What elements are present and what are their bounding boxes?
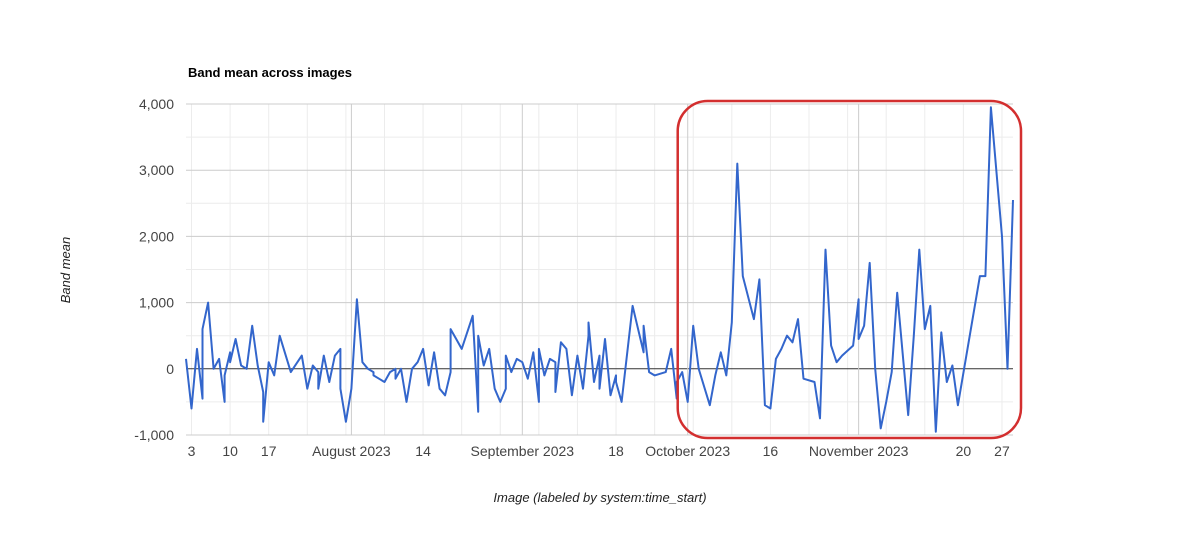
y-tick-label: 0: [166, 361, 174, 377]
x-tick-label: October 2023: [645, 443, 730, 459]
x-tick-label: 27: [994, 443, 1010, 459]
chart-title: Band mean across images: [188, 65, 352, 80]
x-tick-label: 16: [763, 443, 779, 459]
y-tick-label: 2,000: [139, 228, 174, 244]
x-axis-label: Image (labeled by system:time_start): [493, 490, 706, 505]
y-tick-label: 3,000: [139, 162, 174, 178]
x-tick-label: 3: [188, 443, 196, 459]
x-tick-label: 20: [956, 443, 972, 459]
x-axis-tick-labels: 3 10 17 August 2023 14 September 2023 18 Octobe…: [188, 443, 1010, 459]
x-tick-label: 14: [415, 443, 431, 459]
y-axis-label: Band mean: [58, 237, 73, 304]
y-tick-label: 1,000: [139, 295, 174, 311]
x-tick-label: August 2023: [312, 443, 391, 459]
x-tick-label: 10: [222, 443, 238, 459]
y-tick-label: -1,000: [134, 427, 174, 443]
y-axis-tick-labels: -1,000 0 1,000 2,000 3,000 4,000: [134, 96, 174, 443]
series-line: [185, 106, 1014, 433]
x-tick-label: November 2023: [809, 443, 909, 459]
y-tick-label: 4,000: [139, 96, 174, 112]
x-tick-label: September 2023: [471, 443, 575, 459]
highlight-box: [676, 99, 1023, 440]
series-line-group: [185, 106, 1014, 433]
x-tick-label: 18: [608, 443, 624, 459]
x-tick-label: 17: [261, 443, 277, 459]
